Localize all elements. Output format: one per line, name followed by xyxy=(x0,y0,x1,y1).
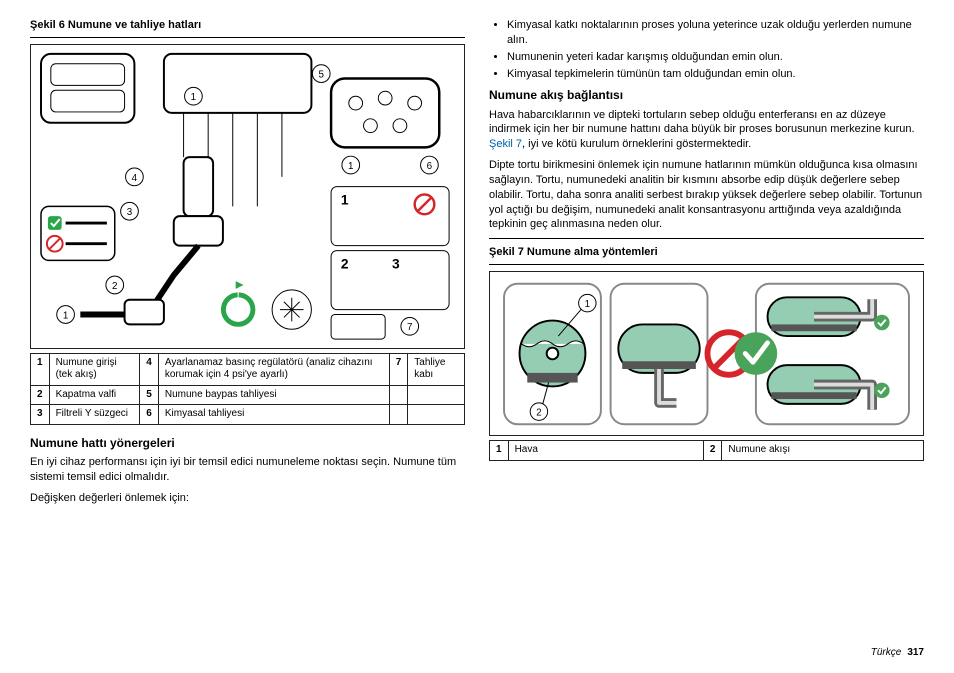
cell: 5 xyxy=(140,385,159,405)
flowconn-heading: Numune akış bağlantısı xyxy=(489,87,924,103)
svg-text:1: 1 xyxy=(63,310,68,321)
svg-text:1: 1 xyxy=(341,192,349,207)
cell xyxy=(408,405,465,425)
cell: 2 xyxy=(31,385,50,405)
guidelines-p2: Değişken değerleri önlemek için: xyxy=(30,491,465,506)
bullet: Numunenin yeteri kadar karışmış olduğund… xyxy=(507,50,924,65)
figure6-parts-table: 1 Numune girişi (tek akış) 4 Ayarlanamaz… xyxy=(30,353,465,425)
cell: 6 xyxy=(140,405,159,425)
figure7-illustration: 1 2 xyxy=(494,276,919,431)
figure6-box: 1 5 1 6 4 3 xyxy=(30,44,465,349)
svg-text:6: 6 xyxy=(427,161,433,172)
guidelines-heading: Numune hattı yönergeleri xyxy=(30,435,465,451)
guidelines-bullets: Kimyasal katkı noktalarının proses yolun… xyxy=(489,18,924,81)
cell: Hava xyxy=(508,441,703,461)
bullet: Kimyasal katkı noktalarının proses yolun… xyxy=(507,18,924,48)
bullet: Kimyasal tepkimelerin tümünün tam olduğu… xyxy=(507,67,924,82)
cell: Numune girişi (tek akış) xyxy=(49,353,140,385)
figure7-link[interactable]: Şekil 7 xyxy=(489,138,522,150)
cell xyxy=(408,385,465,405)
svg-text:2: 2 xyxy=(536,408,541,419)
svg-text:7: 7 xyxy=(407,322,412,333)
footer-language: Türkçe xyxy=(871,646,902,660)
figure7-title: Şekil 7 Numune alma yöntemleri xyxy=(489,245,924,260)
cell: Numune baypas tahliyesi xyxy=(158,385,389,405)
rule xyxy=(489,264,924,265)
svg-text:1: 1 xyxy=(585,299,590,310)
svg-text:3: 3 xyxy=(392,256,400,271)
flowconn-p1: Hava habarcıklarının ve dipteki tortular… xyxy=(489,108,924,153)
cell: 1 xyxy=(31,353,50,385)
svg-text:1: 1 xyxy=(348,161,353,172)
figure6-title: Şekil 6 Numune ve tahliye hatları xyxy=(30,18,465,33)
left-column: Şekil 6 Numune ve tahliye hatları xyxy=(30,18,465,642)
footer-page-number: 317 xyxy=(907,646,924,660)
svg-text:4: 4 xyxy=(132,173,138,184)
cell: Kapatma valfi xyxy=(49,385,140,405)
cell: 4 xyxy=(140,353,159,385)
cell: Kimyasal tahliyesi xyxy=(158,405,389,425)
page-footer: Türkçe 317 xyxy=(30,642,924,660)
svg-text:2: 2 xyxy=(341,256,349,271)
cell: 7 xyxy=(389,353,408,385)
cell xyxy=(389,405,408,425)
svg-text:5: 5 xyxy=(319,69,325,80)
figure7-parts-table: 1 Hava 2 Numune akışı xyxy=(489,440,924,461)
cell: 3 xyxy=(31,405,50,425)
svg-text:2: 2 xyxy=(112,281,117,292)
figure6-illustration: 1 5 1 6 4 3 xyxy=(35,49,460,344)
flowconn-p2: Dipte tortu birikmesini önlemek için num… xyxy=(489,158,924,232)
svg-text:3: 3 xyxy=(127,207,133,218)
cell: Tahliye kabı xyxy=(408,353,465,385)
rule xyxy=(30,37,465,38)
text: Hava habarcıklarının ve dipteki tortular… xyxy=(489,109,915,136)
cell: 1 xyxy=(490,441,509,461)
cell: 2 xyxy=(703,441,722,461)
cell: Ayarlanamaz basınç regülatörü (analiz ci… xyxy=(158,353,389,385)
text: , iyi ve kötü kurulum örneklerini göster… xyxy=(522,138,751,150)
cell xyxy=(389,385,408,405)
guidelines-p1: En iyi cihaz performansı için iyi bir te… xyxy=(30,455,465,485)
cell: Numune akışı xyxy=(722,441,924,461)
cell: Filtreli Y süzgeci xyxy=(49,405,140,425)
rule xyxy=(489,238,924,239)
page-columns: Şekil 6 Numune ve tahliye hatları xyxy=(30,18,924,642)
right-column: Kimyasal katkı noktalarının proses yolun… xyxy=(489,18,924,642)
svg-text:1: 1 xyxy=(191,92,196,103)
figure7-box: 1 2 xyxy=(489,271,924,436)
